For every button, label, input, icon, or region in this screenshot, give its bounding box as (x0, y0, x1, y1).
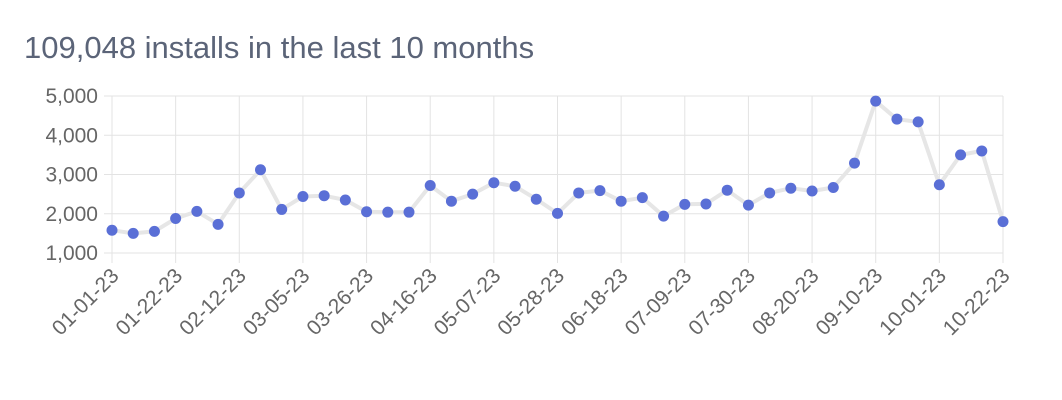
data-point[interactable] (361, 206, 373, 218)
data-point[interactable] (255, 164, 266, 176)
data-point[interactable] (297, 190, 309, 202)
chart-title: 109,048 installs in the last 10 months (24, 30, 535, 65)
data-point[interactable] (933, 179, 945, 191)
data-point[interactable] (530, 193, 542, 205)
data-point[interactable] (594, 185, 606, 197)
y-tick-label: 1,000 (45, 242, 98, 265)
x-tick-label: 04-16-23 (366, 264, 442, 340)
data-point[interactable] (615, 195, 627, 207)
data-point[interactable] (127, 227, 139, 239)
x-tick-label: 09-10-23 (812, 264, 888, 340)
data-point[interactable] (636, 192, 648, 204)
data-point[interactable] (276, 203, 288, 215)
x-tick-label: 08-20-23 (748, 264, 824, 340)
data-point[interactable] (764, 187, 776, 199)
y-tick-label: 4,000 (45, 124, 98, 147)
data-point[interactable] (827, 181, 839, 193)
data-points (106, 95, 1009, 239)
x-tick-label: 05-07-23 (430, 264, 506, 340)
y-tick-label: 3,000 (45, 164, 98, 187)
data-point[interactable] (509, 180, 521, 192)
data-point[interactable] (382, 206, 394, 218)
data-point[interactable] (912, 116, 924, 128)
x-tick-label: 07-30-23 (684, 264, 760, 340)
data-point[interactable] (700, 198, 712, 210)
data-point[interactable] (148, 225, 160, 237)
x-tick-label: 03-05-23 (239, 264, 315, 340)
data-point[interactable] (191, 205, 203, 217)
data-point[interactable] (424, 179, 436, 191)
x-tick-label: 01-01-23 (48, 264, 124, 340)
data-point[interactable] (658, 210, 670, 222)
data-point[interactable] (891, 113, 903, 125)
y-axis-ticks: 1,000 2,000 3,000 4,000 5,000 (45, 85, 98, 265)
data-point[interactable] (997, 216, 1009, 228)
data-point[interactable] (170, 212, 182, 224)
x-tick-label: 02-12-23 (175, 264, 251, 340)
x-tick-label: 07-09-23 (621, 264, 697, 340)
data-point[interactable] (806, 185, 818, 197)
x-tick-label: 05-28-23 (493, 264, 569, 340)
x-tick-label: 01-22-23 (111, 264, 187, 340)
data-point[interactable] (212, 218, 224, 230)
data-point[interactable] (318, 190, 330, 202)
data-point[interactable] (742, 199, 754, 211)
data-point[interactable] (785, 182, 797, 194)
data-point[interactable] (445, 195, 457, 207)
data-point[interactable] (488, 177, 500, 189)
data-point[interactable] (976, 145, 988, 157)
x-tick-label: 03-26-23 (302, 264, 378, 340)
data-point[interactable] (552, 207, 563, 219)
x-tick-label: 10-22-23 (939, 264, 1015, 340)
data-point[interactable] (233, 187, 245, 199)
data-point[interactable] (339, 194, 351, 206)
y-tick-label: 5,000 (45, 85, 98, 108)
data-point[interactable] (403, 206, 415, 218)
data-point[interactable] (721, 184, 733, 196)
data-point[interactable] (467, 188, 479, 200)
x-tick-label: 10-01-23 (875, 264, 951, 340)
x-tick-label: 06-18-23 (557, 264, 633, 340)
data-point[interactable] (870, 95, 882, 107)
data-point[interactable] (573, 187, 585, 199)
data-point[interactable] (955, 149, 967, 161)
data-point[interactable] (679, 198, 691, 210)
data-point[interactable] (106, 224, 118, 236)
x-axis-ticks: 01-01-2301-22-2302-12-2303-05-2303-26-23… (48, 264, 1015, 340)
y-tick-label: 2,000 (45, 203, 98, 226)
data-point[interactable] (849, 157, 860, 169)
